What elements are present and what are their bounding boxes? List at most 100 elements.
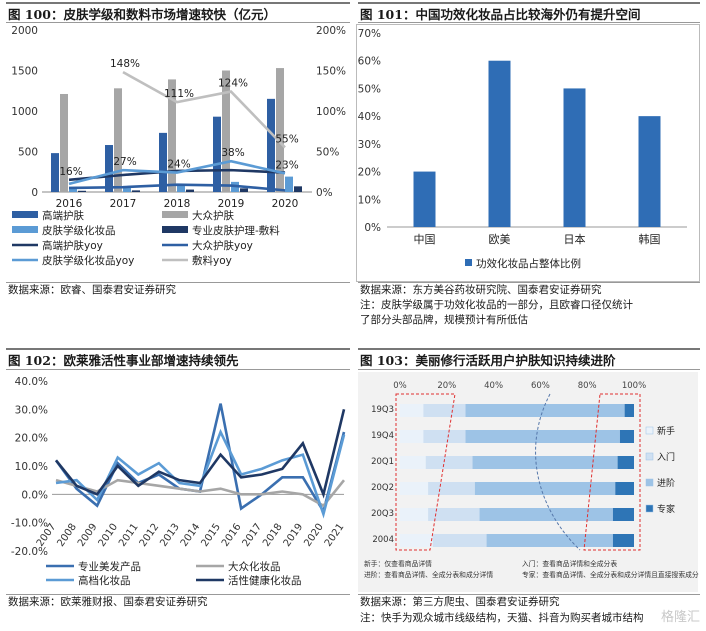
legend-label: 功效化妆品占整体比例 [476,257,581,270]
y-tick-label: 70% [358,28,381,40]
x-tick-label: 2020 [272,198,299,210]
footnote-line: 进阶：查看商品详情、全成分表和成分详情 [364,570,493,579]
bar-segment [612,508,634,521]
x-tick-label: 60% [531,381,550,391]
y-tick-label: 50% [358,83,381,95]
x-tick-label: 2017 [241,522,265,549]
series-line [68,183,286,192]
x-tick-label: 2010 [97,522,121,549]
bar [159,132,167,192]
x-tick-label: 2018 [261,522,285,549]
bar [78,190,86,192]
data-label: 24% [167,159,190,171]
bar [177,185,185,192]
y-tick-label: 0.0% [21,489,48,501]
legend-label: 新手 [657,425,675,437]
chart-103: 0% 20% 40% 60% 80% 100% 19Q3 19Q4 20Q1 20Q2 20Q3 20… [358,372,699,592]
legend-swatch [12,211,38,218]
bar-segment [400,482,429,495]
bar [638,116,661,227]
x-tick-label: 2008 [55,522,79,549]
y2-tick-label: 100% [316,106,346,118]
x-tick-label: 中国 [414,233,436,246]
bar-segment [612,534,634,547]
bar-segment [474,482,616,495]
bar [60,93,68,192]
chart-title-100: 图 100：皮肤学级和数料市场增速较快（亿元） [8,7,276,22]
watermark: 格隆汇 [660,610,700,625]
legend-swatch [645,504,654,513]
source-note-102: 数据来源：欧莱雅财报、国泰君安证券研究 [8,596,208,608]
highlight-right [583,393,641,551]
legend-label: 皮肤学级化妆品yoy [42,254,134,267]
x-tick-label: 2016 [220,522,244,549]
chart-title-102: 图 102：欧莱雅活性事业部增速持续领先 [8,353,239,368]
data-label: 16% [59,166,82,178]
bar [105,145,113,192]
x-tick-label: 2011 [117,522,141,549]
bar [488,60,511,227]
series-line [68,159,286,186]
legend-label: 高档化妆品 [78,574,131,587]
series-line [122,70,286,149]
legend-label: 高端护肤 [42,209,84,222]
bar [186,189,194,192]
chart-title-101: 图 101：中国功效化妆品占比较海外仍有提升空间 [360,7,641,22]
bar [168,79,176,192]
chart-frame-101 [356,24,700,282]
y-tick-label: 19Q4 [371,431,394,441]
x-tick-label: 2014 [179,522,203,549]
bar [69,187,77,192]
bar-segment [423,430,466,443]
y2-tick-label: 50% [316,147,339,159]
x-tick-label: 2009 [76,522,100,549]
legend-label: 进阶 [657,477,675,489]
y2-tick-label: 0% [316,187,333,199]
y-tick-label: 20Q2 [371,483,394,493]
bar-segment [479,508,613,521]
highlight-left [395,393,456,551]
x-tick-label: 40% [484,381,503,391]
y2-tick-label: 200% [316,25,346,37]
x-tick-label: 2019 [282,522,306,549]
bar-segment [617,456,634,469]
legend-label: 大众护肤 [192,209,234,222]
bar-segment [400,404,424,417]
x-tick-label: 2021 [323,522,347,549]
legend-label: 入门 [657,451,675,463]
legend-label: 大众护肤yoy [192,239,253,252]
bar-segment [432,534,487,547]
data-label: 23% [275,159,298,171]
chart-102: 40.0%30.0%20.0%10.0%0.0%-10.0%-20.0%2007… [11,376,347,587]
bar-segment [400,456,426,469]
bar-segment [619,430,634,443]
bar-segment [624,404,634,417]
y-tick-label: 0% [364,222,381,234]
source-note-101-line1: 数据来源：东方美谷药妆研究院、国泰君安证券研究 [360,284,602,296]
legend-label: 敷料yoy [192,254,232,267]
bar [123,186,131,192]
y-tick-label: 2004 [372,535,394,545]
bar-segment [472,456,618,469]
x-tick-label: 100% [622,381,646,391]
x-tick-label: 80% [578,381,597,391]
y-tick-label: 1000 [11,106,38,118]
legend-label: 专家 [657,503,675,515]
footnote-line: 新手：仅查看商品详情 [364,559,432,568]
x-tick-label: 韩国 [639,232,661,246]
source-note-101-line3: 了部分头部品牌，规模预计有所低估 [360,314,528,326]
chart-title-103: 图 103：美丽修行活跃用户护肤知识持续进阶 [360,353,616,368]
data-label: 124% [218,78,248,90]
bar-segment [428,508,480,521]
bar-segment [425,456,473,469]
bar [114,88,122,192]
x-tick-label: 2019 [218,198,245,210]
source-note-101-line2: 注：皮肤学级属于功效化妆品的一部分，且欧睿口径仅统计 [360,299,633,311]
bar-segment [428,482,475,495]
bar [563,88,586,227]
y-tick-label: 30.0% [15,404,48,416]
x-tick-label: 2012 [138,522,162,549]
y-tick-label: 2000 [11,25,38,37]
y-tick-label: 10% [358,194,381,206]
bar [413,171,436,227]
